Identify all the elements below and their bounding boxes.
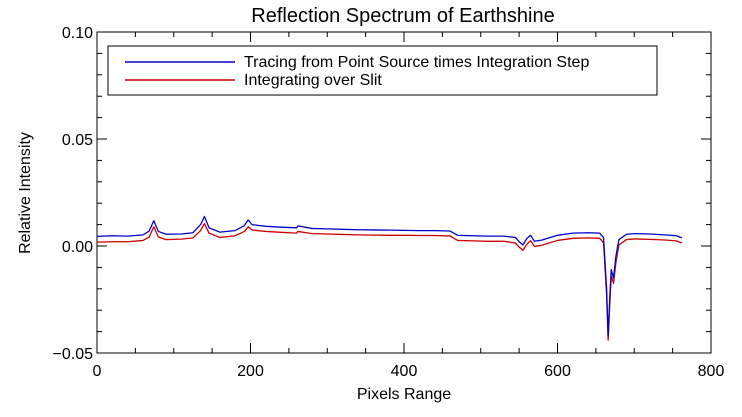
x-tick-label: 400 — [391, 363, 418, 380]
legend-label-point-source: Tracing from Point Source times Integrat… — [244, 54, 589, 71]
y-axis-label: Relative Intensity — [17, 132, 34, 254]
x-tick-label: 600 — [544, 363, 571, 380]
x-tick-label: 0 — [93, 363, 102, 380]
series-line-slit — [96, 222, 683, 341]
major-ticks — [96, 31, 712, 354]
legend: Tracing from Point Source times Integrat… — [107, 45, 658, 96]
x-tick-labels: 0 200 400 600 800 — [93, 363, 725, 380]
y-tick-labels: −0.05 0.00 0.05 0.10 — [53, 25, 94, 363]
y-tick-label: 0.00 — [62, 239, 93, 256]
y-tick-label: −0.05 — [53, 346, 94, 363]
y-tick-label: 0.10 — [62, 25, 93, 42]
legend-label-slit: Integrating over Slit — [244, 72, 382, 89]
series-layer — [96, 215, 683, 341]
plot-area — [96, 31, 712, 354]
series-line-point-source — [96, 215, 683, 337]
x-tick-label: 200 — [237, 363, 264, 380]
legend-box — [107, 45, 658, 96]
x-axis-label: Pixels Range — [357, 386, 451, 403]
chart-title: Reflection Spectrum of Earthshine — [251, 5, 555, 27]
minor-ticks — [97, 32, 711, 353]
y-tick-label: 0.05 — [62, 132, 93, 149]
x-tick-label: 800 — [698, 363, 725, 380]
